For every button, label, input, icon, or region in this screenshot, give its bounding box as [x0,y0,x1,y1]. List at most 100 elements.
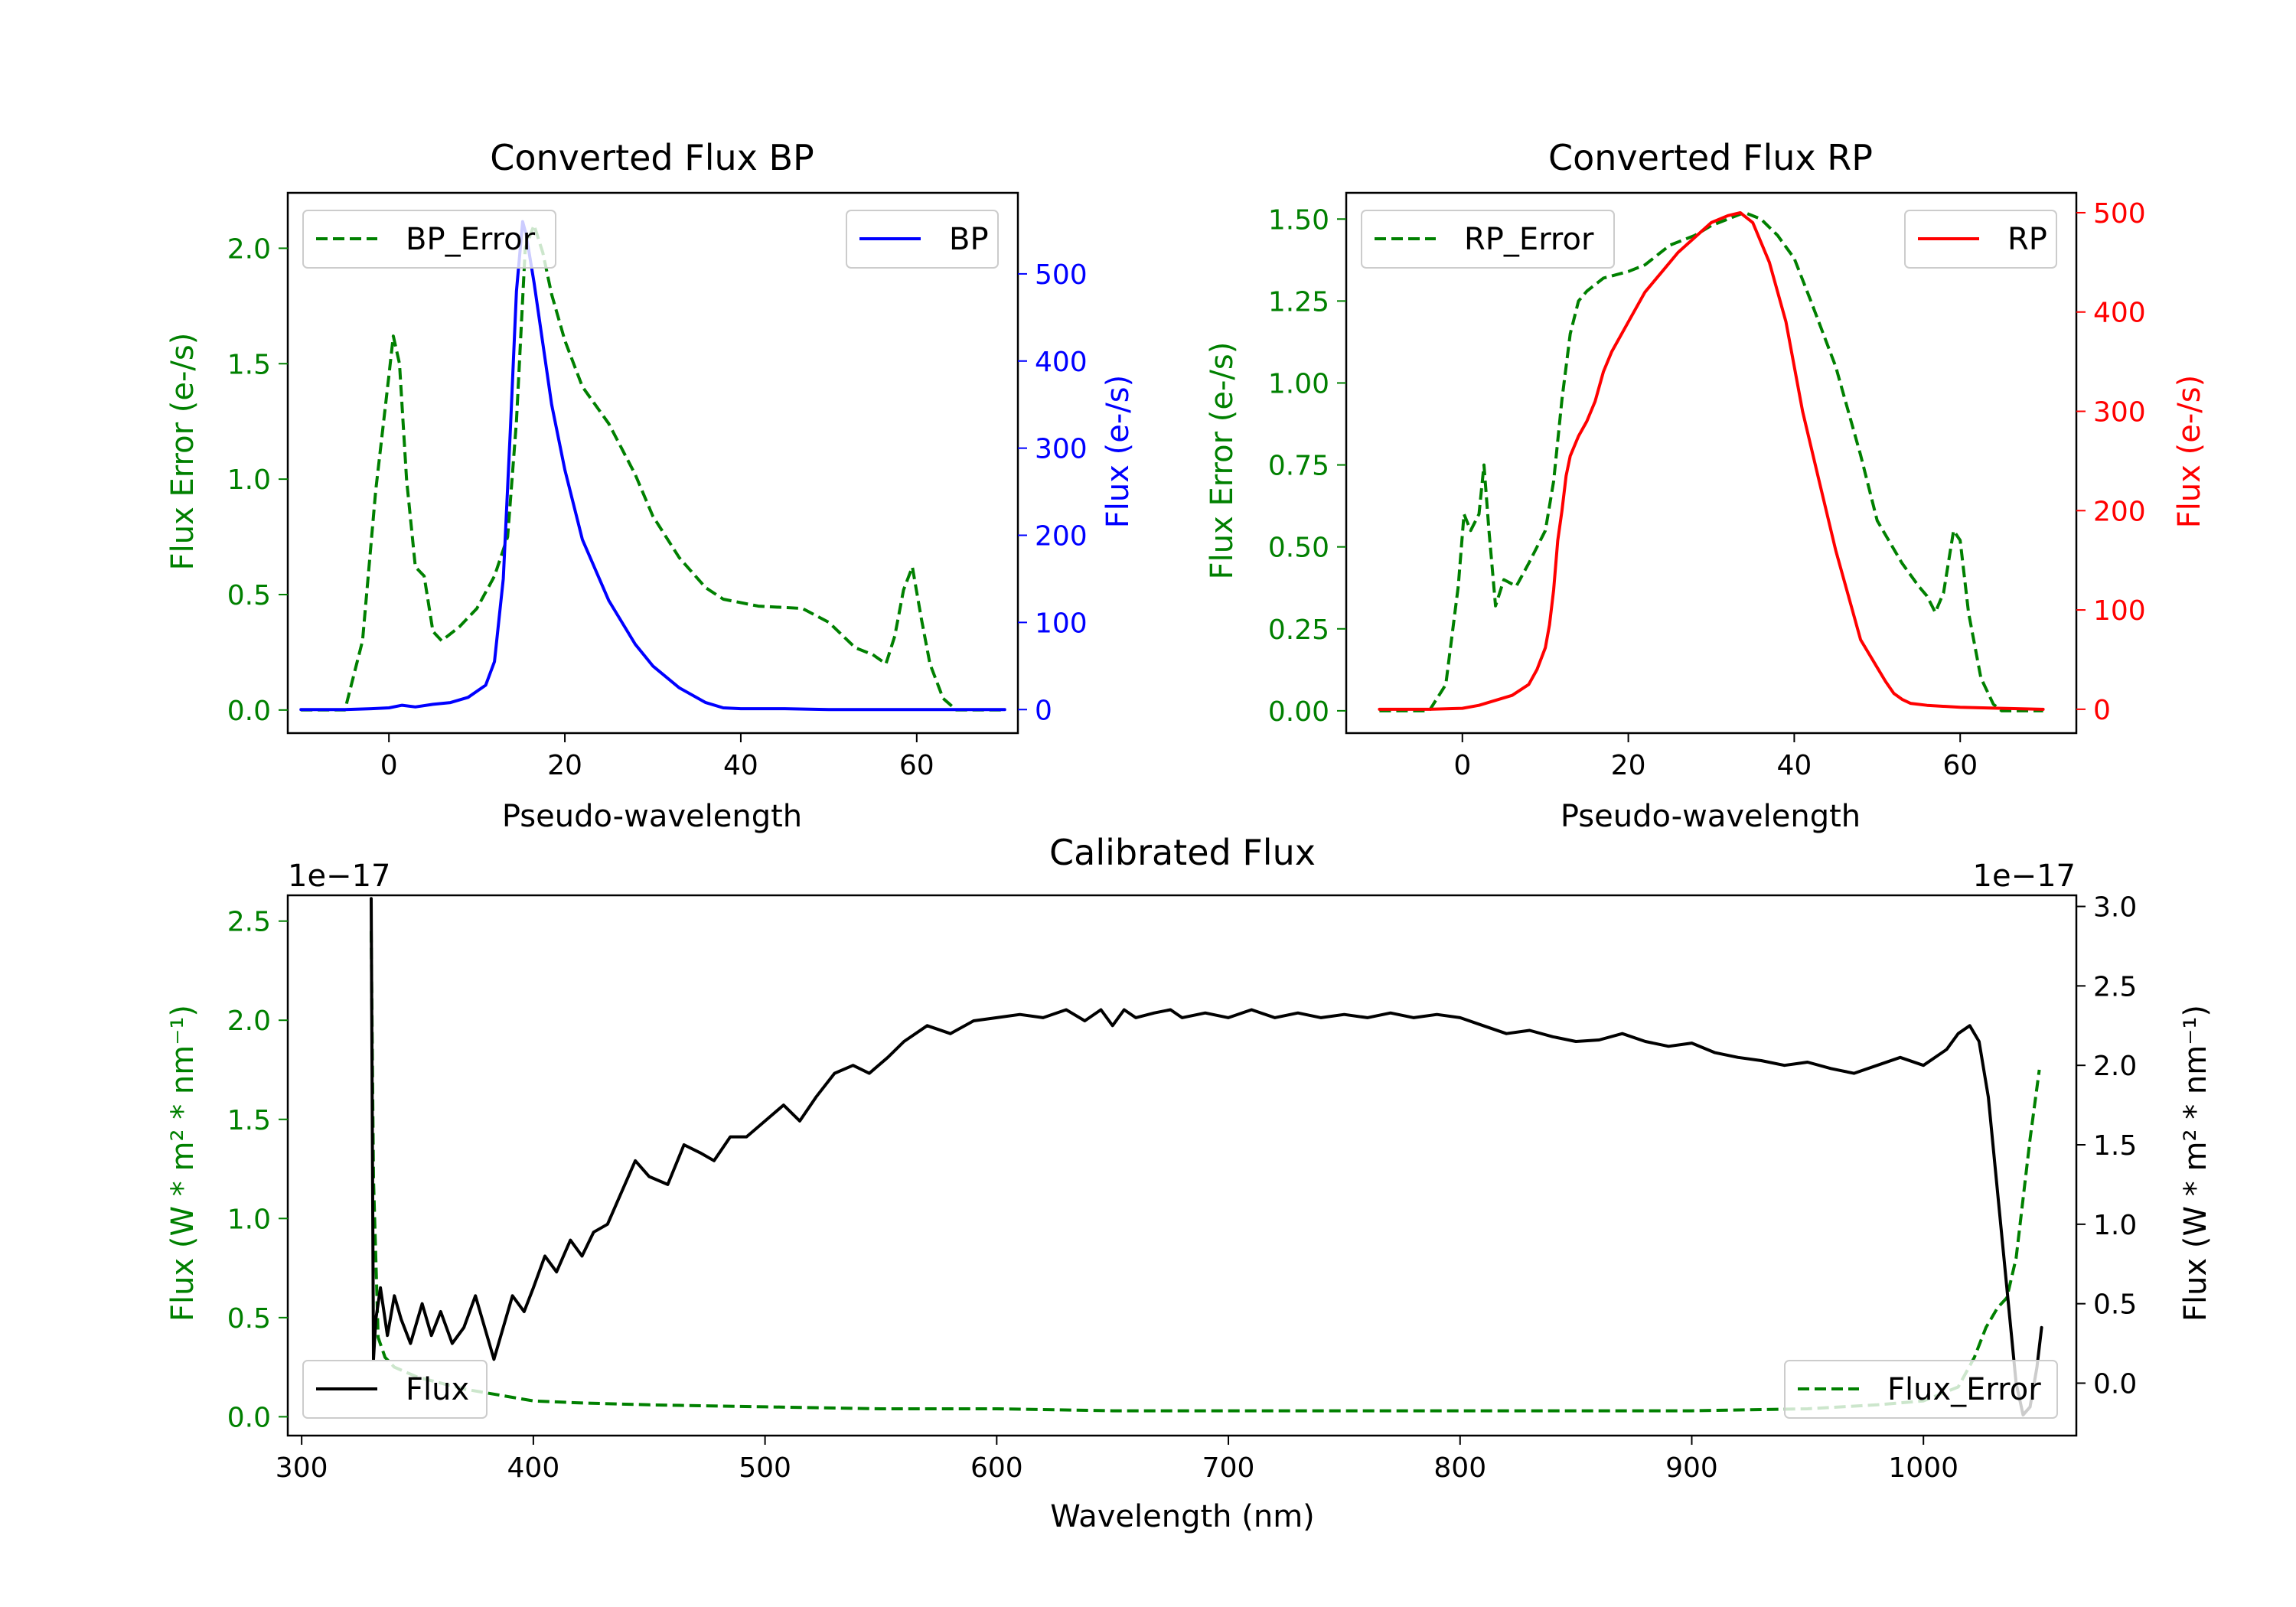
rp-left-y-tick-label: 0.25 [1268,614,1329,646]
rp-right-y-tick-label: 0 [2093,695,2111,726]
rp-left-y-tick-label: 0.75 [1268,451,1329,482]
bp-legend-left: BP_Error [302,210,556,269]
calibrated-left-y-tick-label: 1.5 [227,1105,271,1136]
calibrated-right-y-tick-label: 1.5 [2093,1130,2137,1162]
rp-left-y-tick-label: 1.25 [1268,286,1329,318]
rp-left-y-tick-label: 0.50 [1268,533,1329,564]
rp-left-axis-label: Flux Error (e-/s) [1205,342,1240,580]
bp-legend-right-frame [846,210,999,269]
rp-x-tick-label: 0 [1453,750,1471,781]
rp-x-axis-label: Pseudo-wavelength [1561,799,1861,834]
calibrated-axes-frame [286,894,2078,1437]
calibrated-left-y-tick-label: 1.0 [227,1204,271,1235]
calibrated-right-y-tick-label: 2.0 [2093,1051,2137,1082]
rp-axes-frame [1345,191,2078,735]
rp-legend-left: RP_Error [1361,210,1615,269]
bp-legend-label: BP [949,222,989,257]
bp-left-y-tick-label: 2.0 [227,233,271,265]
calibrated-x-axis-label: Wavelength (nm) [1050,1499,1315,1534]
calibrated-right-offset-text: 1e−17 [1973,859,2076,894]
calibrated-left-y-tick-label: 2.5 [227,907,271,938]
flux-line [370,897,2043,1416]
calibrated-right-y-tick-label: 0.5 [2093,1289,2137,1321]
bp-right-y-tick-label: 400 [1035,347,1088,378]
rp-legend-left-frame [1361,210,1615,269]
rp-left-y-tick-label: 1.50 [1268,204,1329,236]
bp-right-y-tick-label: 300 [1035,434,1088,465]
bp-line [299,220,1006,712]
bp-legend-right: BP [846,210,999,269]
bp-plot-area: 0 20 40 60 0.0 0.5 1.0 1.5 2.0 0 100 200 300 400 500 [227,191,1088,781]
bp-right-y-tick-label: 100 [1035,608,1088,639]
calibrated-left-axis-label: Flux (W * m² * nm⁻¹) [165,1005,201,1322]
rp-x-tick-label: 40 [1777,750,1812,781]
rp-left-y-tick-label: 0.00 [1268,696,1329,728]
calibrated-x-tick-label: 300 [276,1452,328,1484]
calibrated-legend-left-frame [302,1360,488,1419]
calibrated-panel: Calibrated Flux Wavelength (nm) Flux (W … [165,832,2213,1534]
calibrated-x-tick-label: 800 [1433,1452,1486,1484]
rp-error-legend-label: RP_Error [1464,222,1594,257]
calibrated-right-axis-label: Flux (W * m² * nm⁻¹) [2178,1005,2213,1322]
calibrated-right-y-tick-label: 3.0 [2093,892,2137,924]
rp-legend-label: RP [2007,222,2047,257]
rp-panel-title: Converted Flux RP [1548,137,1873,178]
calibrated-right-y-tick-label: 2.5 [2093,971,2137,1002]
calibrated-left-y-tick-label: 0.5 [227,1303,271,1335]
calibrated-plot-area: 300 400 500 600 700 800 900 1000 0.0 0.5 1.0 1.5 2.0… [227,892,2138,1484]
bp-left-y-tick-label: 1.5 [227,349,271,380]
calibrated-legend-right-frame [1784,1360,2058,1419]
calibrated-x-tick-label: 500 [739,1452,791,1484]
rp-plot-area: 0 20 40 60 0.00 0.25 0.50 0.75 1.00 1.25 1.50 0 100 2… [1268,191,2146,781]
flux-legend-label: Flux [406,1372,469,1407]
rp-error-line [1379,210,2043,712]
rp-panel: Converted Flux RP Pseudo-wavelength Flux… [1205,137,2207,834]
bp-x-tick-label: 20 [547,750,582,781]
bp-right-y-tick-label: 200 [1035,521,1088,553]
rp-right-axis-label: Flux (e-/s) [2172,375,2207,528]
bp-panel: Converted Flux BP Pseudo-wavelength Flux… [165,137,1136,834]
rp-right-y-tick-label: 200 [2093,496,2146,527]
calibrated-right-y-tick-label: 1.0 [2093,1210,2137,1241]
rp-right-y-tick-label: 500 [2093,198,2146,230]
calibrated-x-tick-label: 900 [1665,1452,1718,1484]
bp-series-group [299,220,1006,712]
bp-left-y-tick-label: 0.0 [227,696,271,727]
calibrated-left-y-tick-label: 0.0 [227,1402,271,1433]
calibrated-left-offset-text: 1e−17 [288,859,390,894]
bp-error-line [301,223,1005,712]
flux-error-legend-label: Flux_Error [1887,1372,2041,1407]
bp-error-legend-label: BP_Error [406,222,536,257]
rp-series-group [1378,210,2045,712]
bp-right-axis-label: Flux (e-/s) [1101,375,1136,528]
bp-x-tick-label: 40 [723,750,758,781]
rp-legend-right: RP [1904,210,2057,269]
calibrated-left-y-tick-label: 2.0 [227,1006,271,1037]
calibrated-right-y-tick-label: 0.0 [2093,1368,2137,1400]
rp-legend-right-frame [1904,210,2057,269]
calibrated-x-tick-label: 700 [1202,1452,1255,1484]
bp-left-axis-label: Flux Error (e-/s) [165,333,201,571]
rp-right-y-tick-label: 100 [2093,595,2146,627]
bp-x-tick-label: 0 [380,750,398,781]
calibrated-x-tick-label: 400 [507,1452,560,1484]
rp-right-y-tick-label: 400 [2093,298,2146,329]
calibrated-legend-right: Flux_Error [1784,1360,2058,1419]
bp-right-y-tick-label: 500 [1035,259,1088,291]
bp-panel-title: Converted Flux BP [490,137,814,178]
rp-left-y-tick-label: 1.00 [1268,368,1329,399]
calibrated-panel-title: Calibrated Flux [1049,832,1316,873]
calibrated-x-tick-label: 600 [970,1452,1023,1484]
calibrated-x-tick-label: 1000 [1888,1452,1958,1484]
bp-left-y-tick-label: 0.5 [227,580,271,611]
bp-right-y-tick-label: 0 [1035,695,1052,726]
rp-line [1378,211,2045,711]
bp-legend-left-frame [302,210,556,269]
bp-axes-frame [286,191,1019,735]
bp-x-axis-label: Pseudo-wavelength [502,799,802,834]
rp-x-tick-label: 60 [1942,750,1978,781]
rp-x-tick-label: 20 [1611,750,1646,781]
bp-x-tick-label: 60 [899,750,934,781]
rp-right-y-tick-label: 300 [2093,397,2146,429]
